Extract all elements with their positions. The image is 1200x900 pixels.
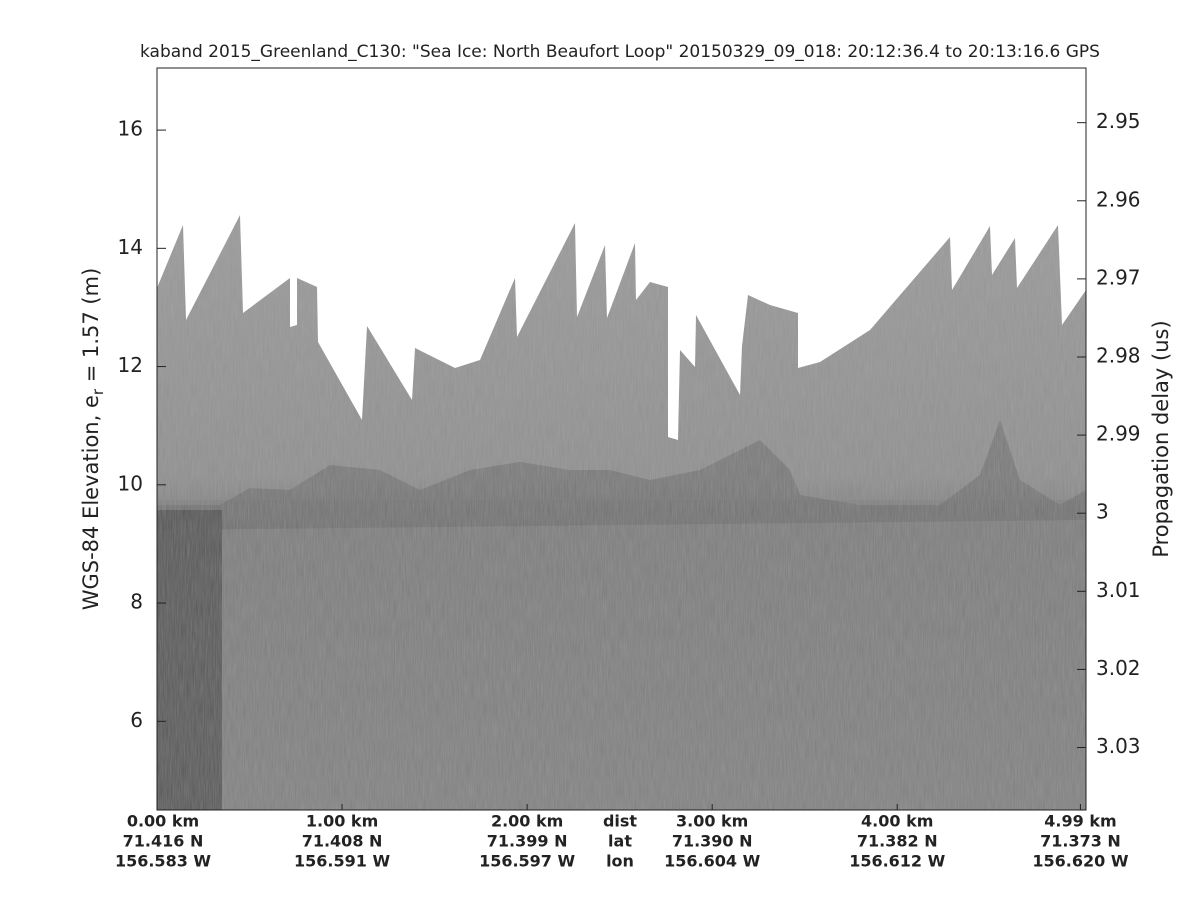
- y-axis-label: WGS-84 Elevation, er = 1.57 (m): [79, 268, 107, 611]
- y2-tick-label: 3: [1096, 500, 1109, 524]
- x-row-label: dist: [603, 812, 637, 831]
- y2-tick-label: 3.01: [1096, 578, 1141, 602]
- x-tick-label: 3.00 km: [676, 812, 748, 831]
- x-tick-lat: 71.373 N: [1040, 832, 1121, 851]
- y-axis-label-subscript: r: [89, 388, 107, 395]
- x-tick-lon: 156.591 W: [294, 852, 390, 871]
- chart-title: kaband 2015_Greenland_C130: "Sea Ice: No…: [140, 42, 1100, 62]
- x-tick-lon: 156.612 W: [849, 852, 945, 871]
- x-tick-lat: 71.382 N: [857, 832, 938, 851]
- y-tick-label: 8: [130, 590, 143, 614]
- y-tick-label: 12: [118, 353, 143, 377]
- y2-axis-label: Propagation delay (us): [1149, 320, 1173, 557]
- x-tick-lon: 156.583 W: [115, 852, 211, 871]
- y-tick-label: 16: [118, 117, 143, 141]
- y2-tick-label: 2.96: [1096, 187, 1141, 211]
- x-tick-lat: 71.408 N: [302, 832, 383, 851]
- y2-tick-label: 3.02: [1096, 656, 1141, 680]
- echogram-image: [157, 68, 1086, 810]
- x-tick-label: 4.00 km: [861, 812, 933, 831]
- y2-tick-label: 2.98: [1096, 343, 1141, 367]
- x-tick-label: 0.00 km: [127, 812, 199, 831]
- x-tick-lon: 156.597 W: [479, 852, 575, 871]
- x-tick-lat: 71.399 N: [487, 832, 568, 851]
- x-tick-lon: 156.620 W: [1032, 852, 1128, 871]
- x-row-label: lat: [608, 832, 632, 851]
- x-tick-label: 2.00 km: [491, 812, 563, 831]
- x-tick-label: 4.99 km: [1044, 812, 1116, 831]
- y2-tick-label: 2.97: [1096, 265, 1141, 289]
- y-tick-label: 14: [118, 235, 143, 259]
- y-tick-label: 10: [118, 471, 143, 495]
- x-row-label: lon: [606, 852, 634, 871]
- y2-tick-label: 2.95: [1096, 109, 1141, 133]
- y-tick-label: 6: [130, 708, 143, 732]
- x-tick-lon: 156.604 W: [664, 852, 760, 871]
- x-tick-lat: 71.416 N: [123, 832, 204, 851]
- y-axis-label-suffix: = 1.57 (m): [79, 268, 103, 389]
- plot-frame: [156, 67, 1087, 811]
- y-axis-label-text: WGS-84 Elevation, e: [79, 395, 103, 610]
- x-tick-label: 1.00 km: [306, 812, 378, 831]
- x-tick-lat: 71.390 N: [672, 832, 753, 851]
- y2-tick-label: 3.03: [1096, 734, 1141, 758]
- y2-tick-label: 2.99: [1096, 422, 1141, 446]
